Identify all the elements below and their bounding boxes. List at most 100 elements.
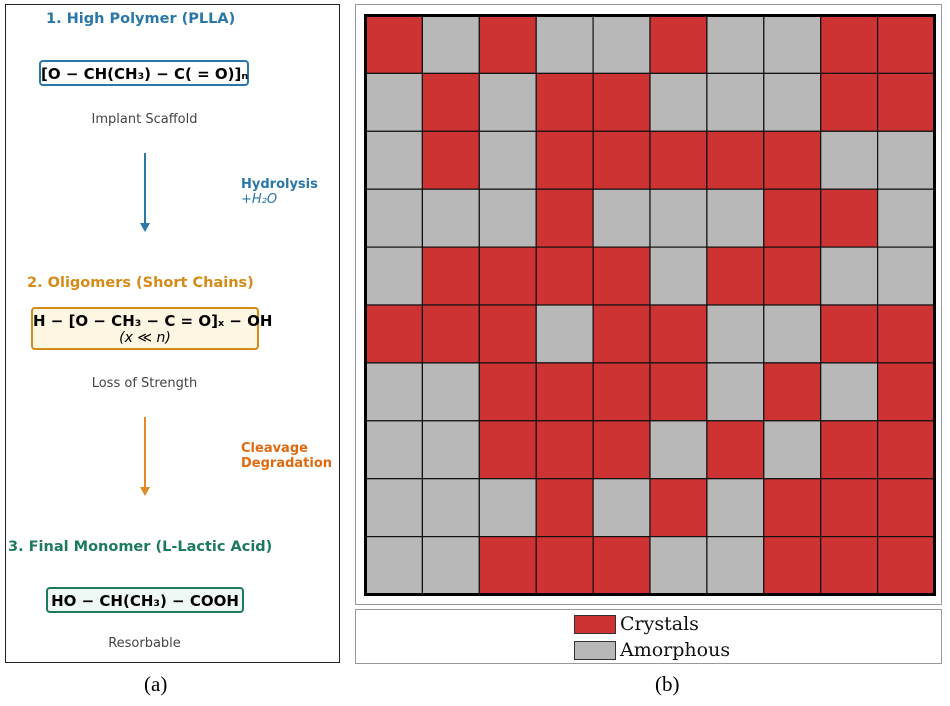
stage-3-note: Resorbable — [108, 636, 181, 651]
legend-swatch-amorphous — [574, 640, 616, 660]
crystal-cell — [649, 304, 708, 364]
crystal-cell — [876, 420, 936, 480]
stage-1-formula: [O − CH(CH₃) − C( = O)]ₙ — [41, 65, 249, 83]
amorphous-cell — [421, 362, 480, 422]
amorphous-cell — [649, 188, 708, 248]
degradation-label-text: Degradation — [241, 456, 333, 471]
crystal-cell — [535, 72, 594, 132]
crystal-cell — [649, 478, 708, 538]
amorphous-cell — [763, 420, 822, 480]
crystal-cell — [592, 420, 651, 480]
amorphous-cell — [421, 478, 480, 538]
crystal-cell — [649, 362, 708, 422]
amorphous-cell — [649, 246, 708, 306]
amorphous-cell — [706, 72, 765, 132]
crystal-cell — [876, 304, 936, 364]
crystal-cell — [535, 362, 594, 422]
crystal-cell — [592, 304, 651, 364]
amorphous-cell — [592, 14, 651, 75]
amorphous-cell — [535, 304, 594, 364]
amorphous-cell — [706, 478, 765, 538]
crystal-cell — [478, 420, 537, 480]
stage-2-note: Loss of Strength — [91, 376, 198, 391]
amorphous-cell — [876, 188, 936, 248]
amorphous-cell — [421, 14, 480, 75]
cleavage-arrow — [140, 417, 150, 496]
crystal-cell — [706, 246, 765, 306]
crystal-cell — [876, 535, 936, 596]
panel-a-degradation-pathway: 1. High Polymer (PLLA) [O − CH(CH₃) − C(… — [5, 4, 340, 663]
amorphous-cell — [820, 246, 879, 306]
crystal-cell — [706, 420, 765, 480]
crystal-cell — [592, 362, 651, 422]
crystal-cell — [535, 188, 594, 248]
amorphous-cell — [421, 535, 480, 596]
panel-b-frame — [355, 4, 942, 605]
amorphous-cell — [364, 420, 424, 480]
crystal-cell — [876, 478, 936, 538]
crystal-cell — [364, 14, 424, 75]
amorphous-cell — [592, 478, 651, 538]
amorphous-cell — [364, 130, 424, 190]
legend-entry-crystals: Crystals — [574, 613, 699, 635]
amorphous-cell — [478, 130, 537, 190]
crystal-cell — [820, 478, 879, 538]
amorphous-cell — [649, 535, 708, 596]
legend: Crystals Amorphous — [355, 609, 942, 664]
crystal-cell — [592, 130, 651, 190]
amorphous-cell — [421, 188, 480, 248]
amorphous-cell — [706, 304, 765, 364]
crystal-cell — [478, 246, 537, 306]
crystal-cell — [820, 535, 879, 596]
stage-1-formula-box: [O − CH(CH₃) − C( = O)]ₙ — [39, 60, 249, 86]
crystal-cell — [763, 130, 822, 190]
crystal-cell — [876, 362, 936, 422]
legend-swatch-crystals — [574, 614, 616, 634]
crystal-cell — [820, 14, 879, 75]
amorphous-cell — [421, 420, 480, 480]
caption-a: (a) — [144, 672, 168, 696]
amorphous-cell — [706, 535, 765, 596]
legend-label-amorphous: Amorphous — [620, 639, 731, 661]
crystal-cell — [706, 130, 765, 190]
amorphous-cell — [649, 72, 708, 132]
crystal-cell — [535, 535, 594, 596]
crystal-cell — [421, 304, 480, 364]
crystal-cell — [364, 304, 424, 364]
crystal-cell — [876, 72, 936, 132]
amorphous-cell — [876, 130, 936, 190]
legend-entry-amorphous: Amorphous — [574, 639, 730, 661]
amorphous-cell — [763, 72, 822, 132]
crystal-cell — [478, 535, 537, 596]
cleavage-label-text: Cleavage — [241, 441, 308, 456]
crystal-cell — [421, 130, 480, 190]
crystal-cell — [649, 14, 708, 75]
crystal-cell — [763, 362, 822, 422]
crystal-cell — [478, 14, 537, 75]
crystal-cell — [478, 304, 537, 364]
stage-3-formula: HO − CH(CH₃) − COOH — [51, 592, 239, 610]
crystal-cell — [592, 246, 651, 306]
cleavage-label: Cleavage Degradation — [241, 441, 332, 471]
crystal-cell — [535, 246, 594, 306]
amorphous-cell — [763, 14, 822, 75]
crystal-cell — [478, 362, 537, 422]
amorphous-cell — [706, 14, 765, 75]
crystal-cell — [820, 420, 879, 480]
amorphous-cell — [706, 362, 765, 422]
crystal-cell — [535, 130, 594, 190]
legend-label-crystals: Crystals — [620, 613, 699, 635]
crystal-cell — [763, 188, 822, 248]
crystal-cell — [876, 14, 936, 75]
hydrolysis-arrow — [140, 153, 150, 232]
crystal-cell — [421, 72, 480, 132]
hydrolysis-label-text: Hydrolysis — [241, 177, 318, 192]
amorphous-cell — [706, 188, 765, 248]
grid-border — [364, 14, 936, 596]
stage-2-formula-box: H − [O − CH₃ − C = O]ₓ − OH (x ≪ n) — [31, 307, 272, 350]
hydrolysis-water-text: +H₂O — [241, 192, 278, 207]
crystal-cell — [820, 72, 879, 132]
amorphous-cell — [364, 188, 424, 248]
crystal-cell — [763, 246, 822, 306]
amorphous-cell — [478, 72, 537, 132]
